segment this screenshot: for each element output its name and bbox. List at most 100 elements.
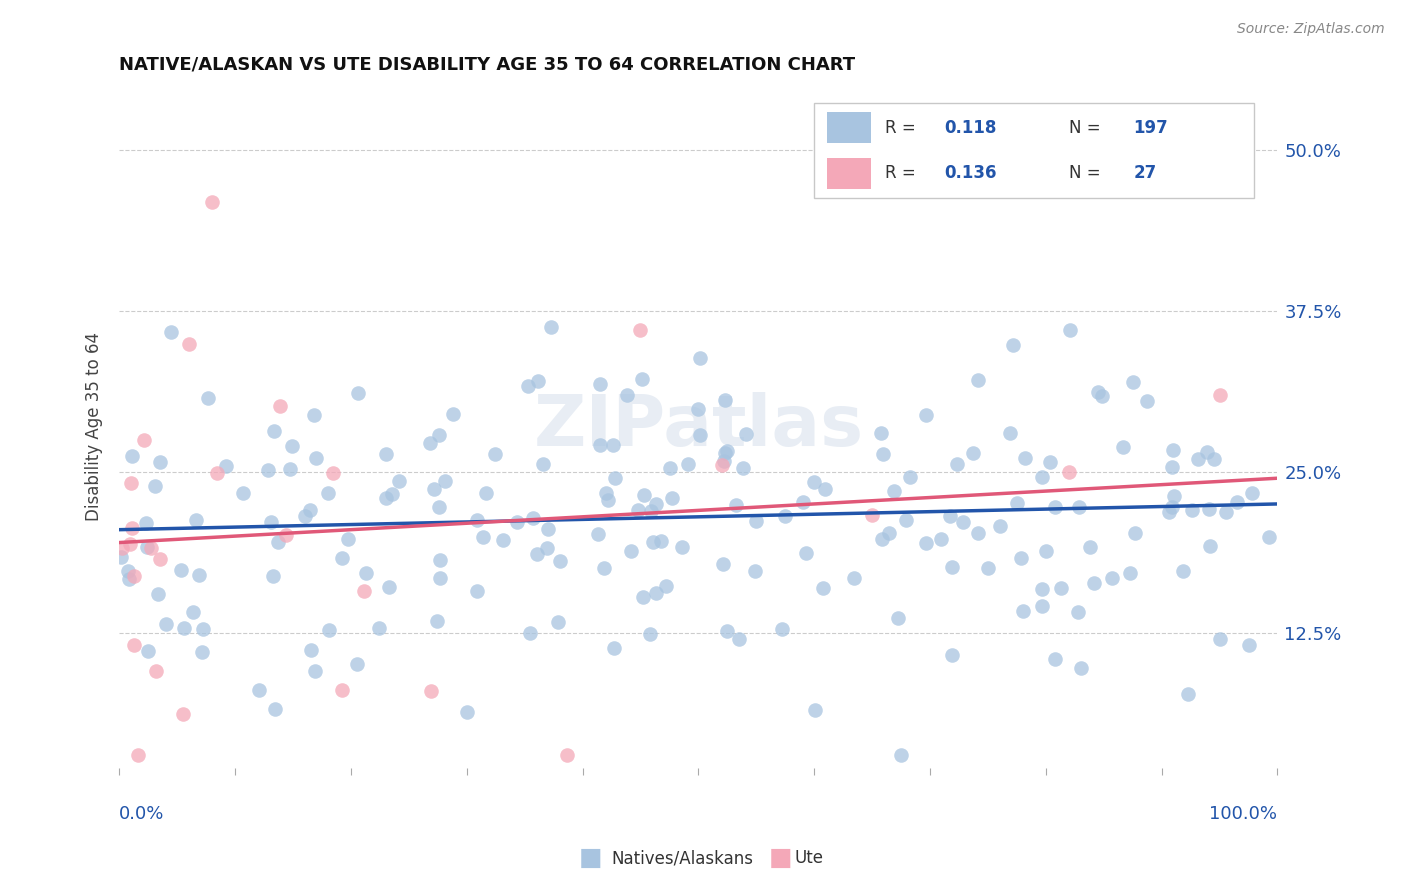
Point [1181, 503, 1204, 517]
Point [471, 530, 494, 544]
Point [263, 424, 285, 438]
Point [1177, 687, 1199, 701]
Point [630, 323, 652, 337]
Point [1039, 455, 1062, 469]
Y-axis label: Disability Age 35 to 64: Disability Age 35 to 64 [86, 332, 103, 521]
Point [540, 319, 562, 334]
Point [537, 522, 560, 536]
Point [1005, 496, 1028, 510]
Text: Source: ZipAtlas.com: Source: ZipAtlas.com [1237, 22, 1385, 37]
Point [465, 513, 488, 527]
Point [492, 533, 515, 548]
Point [136, 541, 159, 555]
Point [1070, 661, 1092, 675]
Point [659, 460, 682, 475]
Point [122, 568, 145, 582]
Point [110, 549, 132, 564]
Point [640, 503, 662, 517]
Point [1057, 466, 1080, 480]
Point [731, 460, 754, 475]
Point [689, 351, 711, 365]
Point [630, 371, 652, 385]
Point [536, 541, 558, 555]
Point [1199, 539, 1222, 553]
Point [804, 703, 827, 717]
Point [155, 617, 177, 632]
Point [869, 426, 891, 441]
Point [1202, 451, 1225, 466]
Point [427, 500, 450, 514]
Point [205, 466, 228, 480]
Point [879, 525, 901, 540]
Point [256, 463, 278, 477]
Point [1031, 469, 1053, 483]
Point [1043, 500, 1066, 515]
Point [633, 488, 655, 502]
Point [603, 640, 626, 655]
Point [641, 535, 664, 549]
Point [1001, 338, 1024, 352]
Point [215, 458, 238, 473]
Point [117, 565, 139, 579]
Point [1257, 530, 1279, 544]
Point [188, 568, 211, 582]
Point [269, 399, 291, 413]
Point [1049, 581, 1071, 595]
Point [1119, 566, 1142, 581]
Point [388, 474, 411, 488]
Point [1161, 500, 1184, 514]
Point [318, 623, 340, 637]
Point [145, 664, 167, 678]
Point [620, 543, 643, 558]
Point [429, 553, 451, 567]
Point [1159, 505, 1181, 519]
Point [278, 462, 301, 476]
Point [1237, 638, 1260, 652]
Point [135, 516, 157, 530]
Point [304, 664, 326, 678]
Point [1208, 388, 1230, 402]
Point [688, 402, 710, 417]
Point [915, 536, 938, 550]
Point [506, 515, 529, 529]
Point [330, 683, 353, 698]
Point [281, 439, 304, 453]
Point [661, 491, 683, 505]
Point [728, 632, 751, 646]
Point [962, 446, 984, 460]
Point [998, 425, 1021, 440]
Point [173, 621, 195, 635]
Point [465, 584, 488, 599]
Point [550, 554, 572, 568]
Point [260, 515, 283, 529]
Point [346, 657, 368, 671]
Point [603, 470, 626, 484]
Point [773, 508, 796, 523]
Point [627, 503, 650, 517]
Point [111, 541, 134, 555]
Point [598, 493, 620, 508]
Point [860, 508, 883, 522]
Point [522, 511, 544, 525]
Point [527, 374, 550, 388]
Point [122, 638, 145, 652]
Point [676, 457, 699, 471]
Point [794, 546, 817, 560]
Point [1059, 323, 1081, 337]
Point [716, 624, 738, 638]
Point [475, 486, 498, 500]
Point [121, 449, 143, 463]
Point [671, 540, 693, 554]
Point [890, 747, 912, 762]
Point [887, 611, 910, 625]
Point [441, 408, 464, 422]
Point [375, 491, 398, 505]
Point [139, 541, 162, 556]
Point [1215, 505, 1237, 519]
Point [118, 572, 141, 586]
Point [1122, 376, 1144, 390]
Point [772, 622, 794, 636]
Point [531, 457, 554, 471]
Point [870, 533, 893, 547]
Text: NATIVE/ALASKAN VS UTE DISABILITY AGE 35 TO 64 CORRELATION CHART: NATIVE/ALASKAN VS UTE DISABILITY AGE 35 … [120, 55, 855, 73]
